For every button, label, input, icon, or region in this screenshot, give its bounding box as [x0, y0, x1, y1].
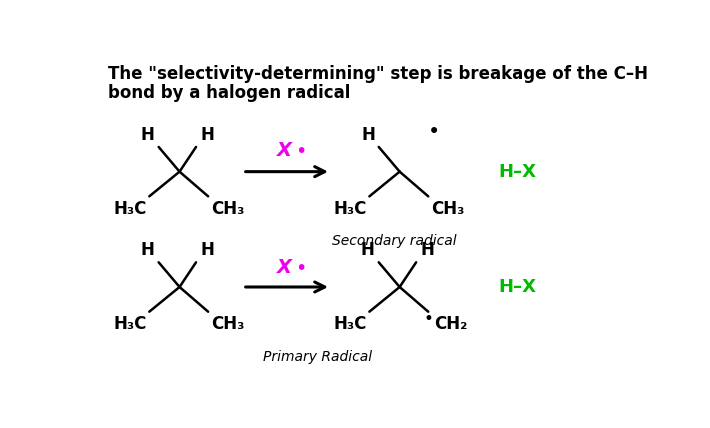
- Text: H: H: [361, 126, 376, 144]
- Text: •: •: [428, 122, 440, 142]
- Text: H: H: [200, 241, 214, 259]
- Text: CH₃: CH₃: [211, 199, 244, 218]
- Text: H–X: H–X: [498, 163, 537, 181]
- Text: Secondary radical: Secondary radical: [332, 234, 457, 248]
- Text: Primary Radical: Primary Radical: [263, 350, 371, 364]
- Text: The "selectivity-determining" step is breakage of the C–H: The "selectivity-determining" step is br…: [108, 65, 648, 83]
- Text: H₃C: H₃C: [333, 199, 366, 218]
- Text: H₃C: H₃C: [113, 199, 146, 218]
- Text: H: H: [361, 241, 374, 259]
- Text: CH₃: CH₃: [431, 199, 464, 218]
- Text: CH₂: CH₂: [434, 315, 467, 333]
- Text: H: H: [200, 126, 214, 144]
- Text: H: H: [420, 241, 435, 259]
- Text: H–X: H–X: [498, 278, 537, 296]
- Text: H₃C: H₃C: [333, 315, 366, 333]
- Text: H: H: [141, 126, 154, 144]
- Text: H₃C: H₃C: [113, 315, 146, 333]
- Text: X: X: [277, 258, 292, 277]
- Text: •: •: [424, 310, 434, 328]
- Text: CH₃: CH₃: [211, 315, 244, 333]
- Text: •: •: [295, 259, 306, 278]
- Text: •: •: [295, 143, 306, 161]
- Text: X: X: [277, 141, 292, 160]
- Text: H: H: [141, 241, 154, 259]
- Text: bond by a halogen radical: bond by a halogen radical: [108, 84, 350, 102]
